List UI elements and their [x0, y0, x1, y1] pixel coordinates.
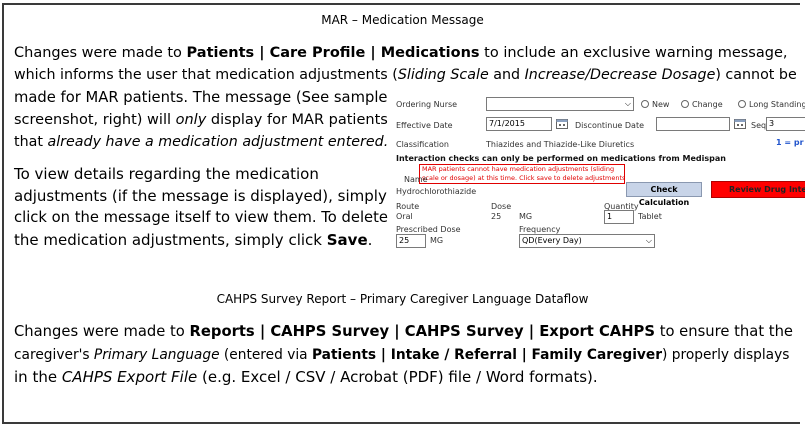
mar-warning-message[interactable]: MAR patients cannot have medication adju…	[419, 164, 625, 184]
section-title-mar: MAR – Medication Message	[321, 13, 484, 27]
radio-new-label: New	[652, 100, 670, 109]
radio-change-label: Change	[692, 100, 723, 109]
ordering-nurse-select[interactable]: ⌵	[486, 97, 634, 111]
mar-para1-line3: made for MAR patients. The message (See …	[14, 89, 388, 106]
mar-para2-line1: To view details regarding the medication	[14, 165, 319, 183]
quantity-unit: Tablet	[638, 212, 662, 221]
priority-text: 1 = pr	[776, 138, 804, 147]
discontinue-date-input[interactable]	[656, 117, 730, 131]
mar-para1-line1: Changes were made to Patients | Care Pro…	[14, 45, 788, 61]
dose-label: Dose	[491, 202, 512, 211]
effective-date-label: Effective Date	[396, 121, 453, 130]
prescribed-dose-label: Prescribed Dose	[396, 225, 461, 234]
classification-label: Classification	[396, 140, 449, 149]
route-value: Oral	[396, 212, 413, 221]
radio-long-standing-label: Long Standing	[749, 100, 805, 109]
cahps-line3: in the CAHPS Export File (e.g. Excel / C…	[14, 368, 598, 386]
mar-para1-line5: that already have a medication adjustmen…	[14, 134, 389, 150]
effective-date-input[interactable]: 7/1/2015	[486, 117, 552, 131]
seq-input[interactable]: 3	[766, 117, 805, 131]
ordering-nurse-label: Ordering Nurse	[396, 100, 458, 109]
seq-label: Seq	[751, 121, 767, 130]
radio-long-standing[interactable]	[738, 100, 746, 108]
route-label: Route	[396, 202, 420, 211]
dose-unit: MG	[519, 212, 533, 221]
quantity-label: Quantity	[604, 202, 639, 211]
mar-para1-line2: which informs the user that medication a…	[14, 67, 797, 83]
interaction-note: Interaction checks can only be performed…	[396, 154, 726, 163]
document-frame	[2, 3, 800, 424]
prescribed-dose-unit: MG	[430, 236, 444, 245]
mar-para2-line4: the medication adjustments, simply click…	[14, 231, 373, 249]
chevron-down-icon: ⌵	[624, 99, 631, 108]
frequency-label: Frequency	[519, 225, 561, 234]
mar-para2-line2: adjustments (if the message is displayed…	[14, 187, 387, 205]
cahps-line1: Changes were made to Reports | CAHPS Sur…	[14, 323, 793, 340]
sample-screenshot: Ordering Nurse ⌵ New Change Long Standin…	[394, 96, 805, 254]
section-title-cahps: CAHPS Survey Report – Primary Caregiver …	[216, 292, 589, 306]
warning-line-1: MAR patients cannot have medication adju…	[422, 165, 615, 173]
cahps-line2: caregiver's Primary Language (entered vi…	[14, 347, 790, 363]
calendar-icon[interactable]	[734, 118, 746, 129]
prescribed-dose-input[interactable]: 25	[396, 234, 426, 248]
dose-value: 25	[491, 212, 502, 221]
radio-change[interactable]	[681, 100, 689, 108]
review-drug-interaction-button[interactable]: Review Drug Intera	[711, 181, 805, 198]
name-label: Name	[404, 175, 428, 184]
frequency-select[interactable]: QD(Every Day) ⌵	[519, 234, 655, 248]
calendar-icon[interactable]	[556, 118, 568, 129]
warning-line-2: scale or dosage) at this time. Click sav…	[422, 174, 625, 182]
mar-para2-line3: click on the message itself to view them…	[14, 209, 388, 226]
discontinue-date-label: Discontinue Date	[575, 121, 644, 130]
quantity-input[interactable]: 1	[604, 210, 634, 224]
mar-para1-line4: screenshot, right) will only display for…	[14, 112, 388, 128]
check-calculation-button[interactable]: Check Calculation	[626, 182, 702, 207]
name-value: Hydrochlorothiazide	[396, 187, 477, 196]
classification-value: Thiazides and Thiazide-Like Diuretics	[486, 140, 635, 149]
chevron-down-icon: ⌵	[645, 236, 652, 245]
radio-new[interactable]	[641, 100, 649, 108]
